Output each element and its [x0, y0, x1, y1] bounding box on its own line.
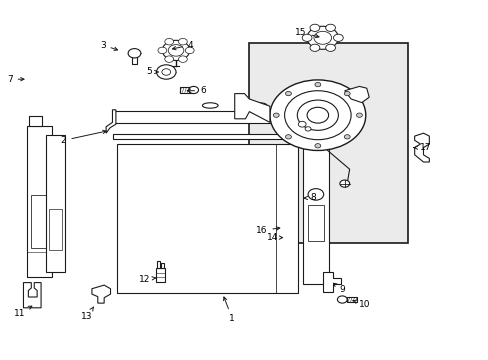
Text: 11: 11 — [14, 306, 32, 318]
Text: 1: 1 — [223, 297, 235, 323]
Circle shape — [314, 144, 320, 148]
Bar — [31, 195, 48, 248]
Circle shape — [309, 44, 319, 51]
Text: 3: 3 — [100, 40, 117, 50]
Circle shape — [284, 91, 350, 140]
Bar — [157, 261, 160, 268]
Circle shape — [302, 102, 313, 111]
Circle shape — [305, 127, 310, 131]
Circle shape — [307, 189, 323, 200]
Polygon shape — [23, 283, 41, 308]
Bar — [131, 55, 137, 64]
Bar — [307, 205, 323, 241]
Text: 12: 12 — [138, 274, 155, 284]
Circle shape — [298, 121, 305, 127]
Polygon shape — [414, 133, 428, 162]
Circle shape — [178, 39, 187, 45]
Text: 16: 16 — [255, 226, 279, 235]
Circle shape — [314, 82, 320, 87]
Circle shape — [302, 34, 311, 41]
Bar — [346, 297, 356, 302]
Circle shape — [344, 91, 349, 96]
Bar — [305, 122, 325, 130]
Circle shape — [306, 26, 338, 49]
Bar — [249, 43, 407, 243]
Bar — [303, 130, 328, 284]
Text: 7: 7 — [7, 75, 24, 84]
Circle shape — [162, 40, 189, 60]
Circle shape — [158, 47, 166, 54]
Text: 14: 14 — [266, 233, 282, 242]
Ellipse shape — [202, 103, 218, 108]
Ellipse shape — [251, 103, 266, 108]
Text: 15: 15 — [294, 28, 318, 38]
Circle shape — [188, 86, 198, 94]
Text: 9: 9 — [333, 283, 345, 294]
Circle shape — [269, 80, 365, 150]
Circle shape — [164, 56, 173, 62]
Circle shape — [337, 296, 346, 303]
Polygon shape — [92, 285, 110, 303]
Text: 4: 4 — [172, 40, 193, 50]
Bar — [155, 268, 165, 282]
Circle shape — [344, 135, 349, 139]
Polygon shape — [113, 134, 315, 139]
Text: 17: 17 — [413, 143, 430, 152]
Text: 5: 5 — [146, 68, 158, 77]
Polygon shape — [322, 272, 341, 292]
Circle shape — [309, 24, 319, 31]
Polygon shape — [344, 86, 368, 103]
Bar — [117, 144, 298, 293]
Circle shape — [164, 39, 173, 45]
Polygon shape — [113, 111, 315, 123]
Circle shape — [128, 49, 141, 58]
Text: 2: 2 — [61, 130, 106, 145]
Circle shape — [178, 56, 187, 62]
Bar — [49, 209, 62, 250]
Circle shape — [325, 44, 335, 51]
Circle shape — [306, 107, 328, 123]
Circle shape — [273, 113, 279, 117]
Circle shape — [285, 91, 291, 96]
Bar — [180, 87, 190, 93]
Circle shape — [156, 65, 176, 79]
Circle shape — [297, 100, 338, 130]
Bar — [27, 126, 52, 277]
Circle shape — [333, 34, 343, 41]
Circle shape — [162, 69, 170, 75]
Circle shape — [168, 45, 183, 56]
Text: 13: 13 — [81, 307, 93, 321]
Circle shape — [185, 47, 194, 54]
Text: 6: 6 — [187, 86, 205, 95]
Circle shape — [339, 180, 349, 187]
Bar — [161, 263, 164, 268]
Circle shape — [325, 24, 335, 31]
Circle shape — [313, 31, 331, 44]
Circle shape — [285, 135, 291, 139]
Polygon shape — [106, 110, 116, 133]
Text: 8: 8 — [304, 194, 315, 202]
Polygon shape — [234, 94, 269, 122]
Circle shape — [356, 113, 362, 117]
Bar — [46, 135, 65, 272]
Text: 10: 10 — [352, 300, 369, 309]
Bar — [29, 116, 42, 126]
